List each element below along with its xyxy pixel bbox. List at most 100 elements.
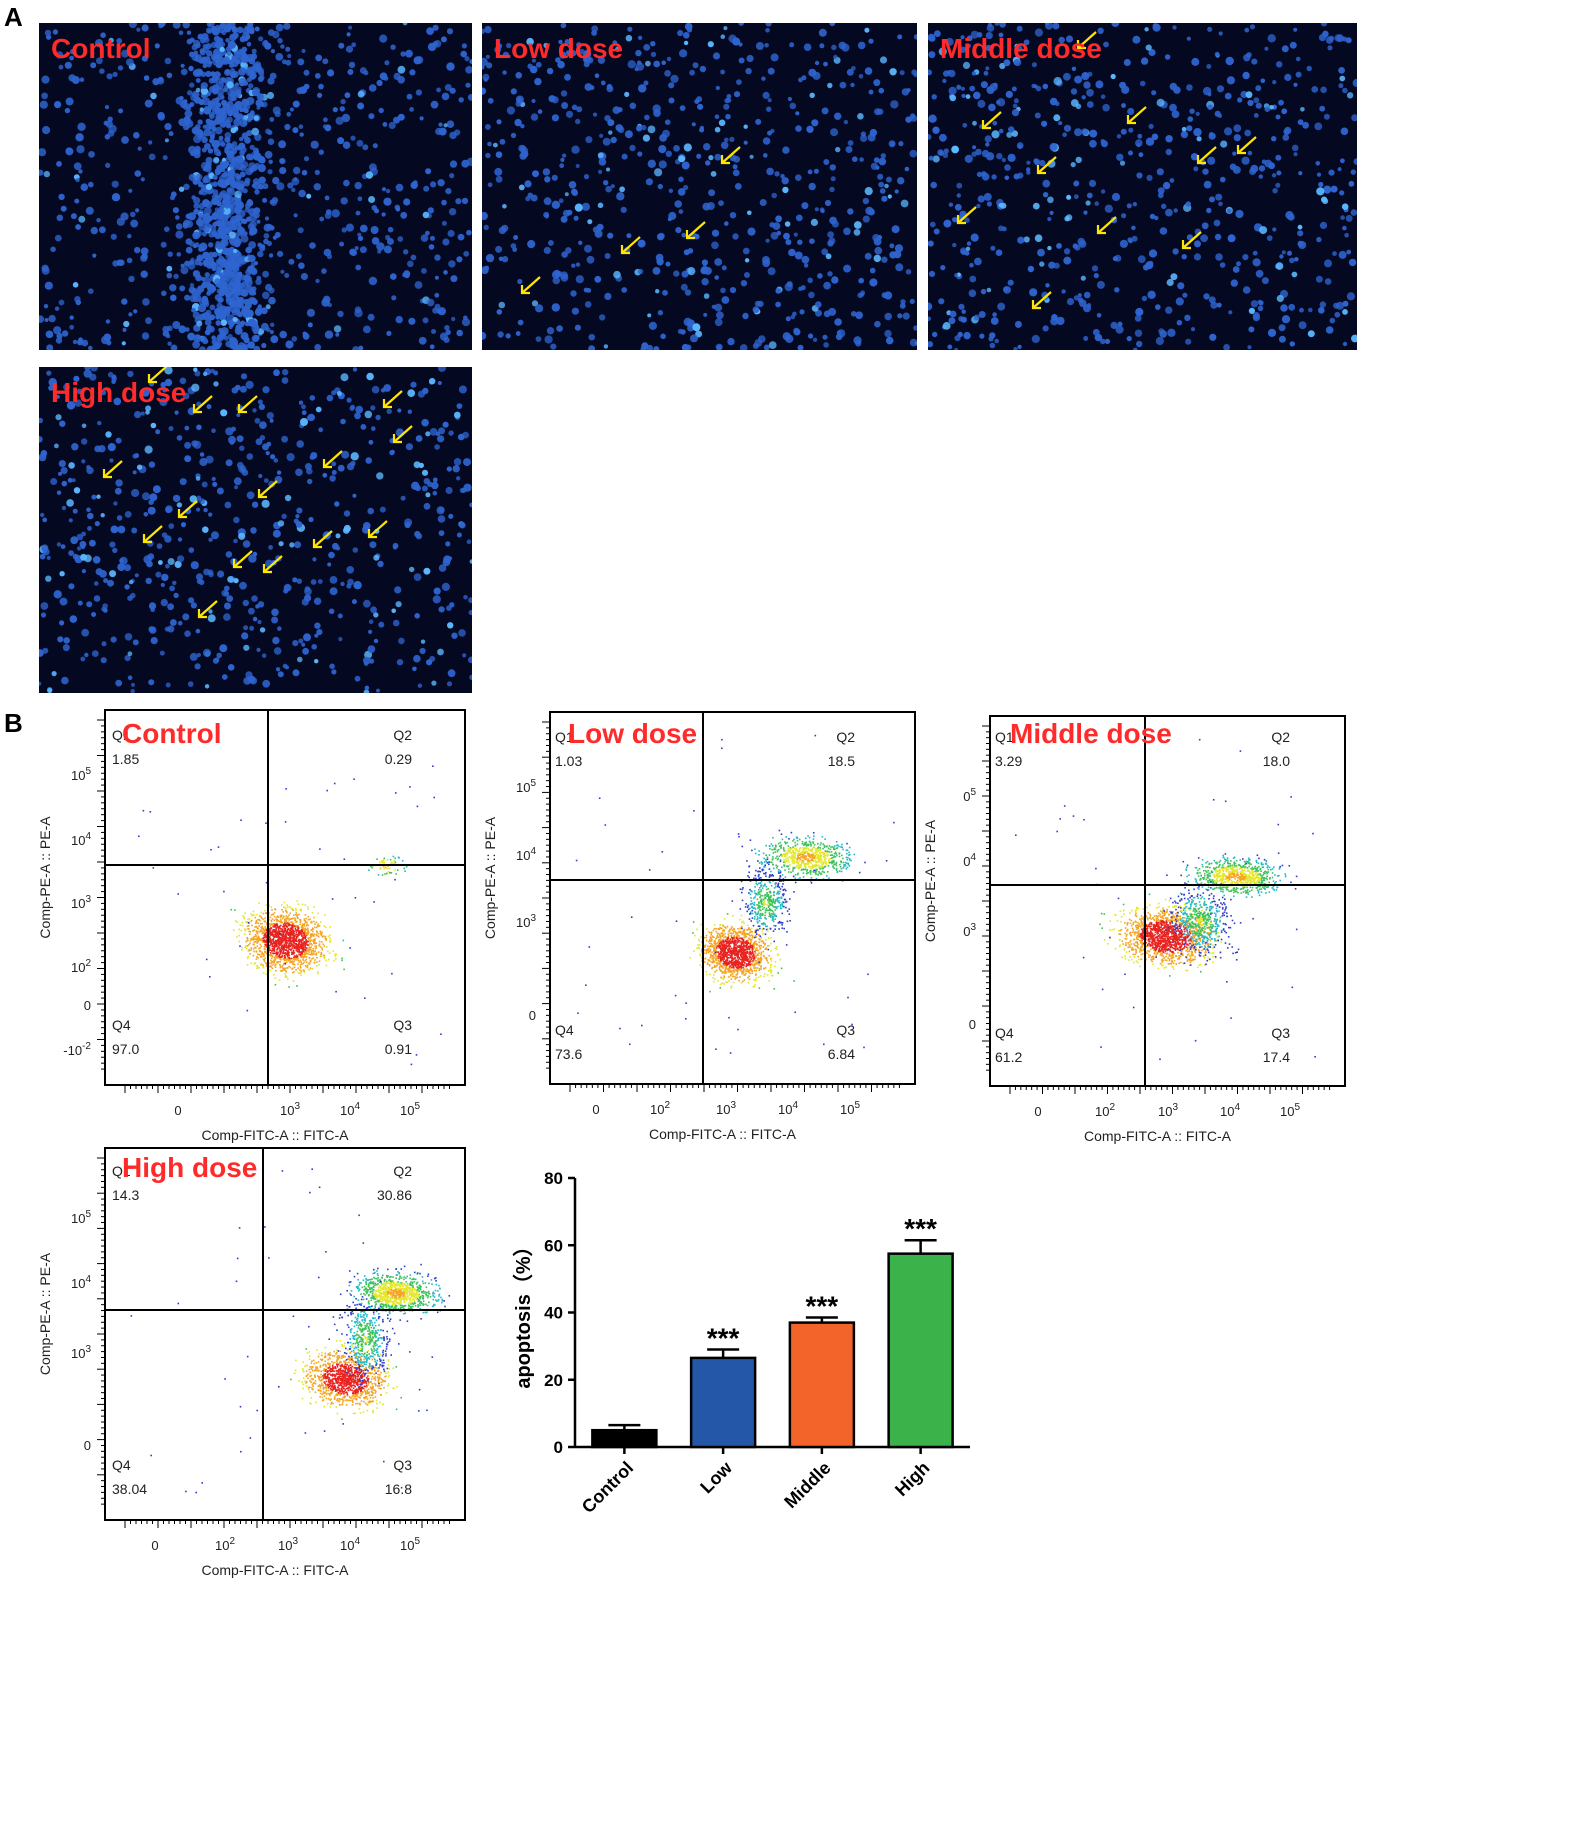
plot-frame (104, 709, 466, 1086)
micrograph-image (482, 23, 917, 350)
quadrant-name: Q3 (836, 1022, 855, 1038)
micrograph-middle-dose: Middle dose (928, 23, 1357, 350)
apoptotic-cell-arrow (1076, 31, 1097, 50)
quadrant-percent: 30.86 (377, 1187, 412, 1203)
significance-marker: *** (707, 1322, 740, 1353)
micrograph-label: Low dose (494, 33, 624, 64)
quadrant-name: Q1 (555, 729, 574, 745)
event-dots (575, 734, 895, 1054)
apoptotic-cell-arrow (1126, 106, 1147, 125)
micrograph-control: Control (39, 23, 472, 350)
y-tick-label: 60 (544, 1236, 563, 1255)
micrograph-label: High dose (51, 377, 187, 408)
x-tick-label: 104 (340, 1536, 360, 1553)
flow-plot-svg: Q1 3.29 Q2 18.0 Q3 17.4 Q4 61.2 0 102 103 104 105 05 0… (922, 715, 1346, 1144)
panel-letter-b: B (4, 708, 23, 738)
apoptotic-cell-arrow (142, 525, 163, 544)
quadrant-percent: 97.0 (112, 1041, 139, 1057)
flow-plot-title: Control (122, 718, 222, 749)
y-tick-label: 0 (554, 1438, 563, 1457)
apoptotic-cell-arrow (262, 555, 283, 574)
y-tick-label: 105 (71, 1209, 91, 1226)
significance-marker: *** (806, 1291, 839, 1322)
apoptotic-cell-arrow (1181, 231, 1202, 250)
micrograph-high-dose: High dose (39, 367, 472, 693)
apoptotic-cell-arrow (312, 530, 333, 549)
cell-nuclei (482, 23, 917, 350)
micrograph-image (39, 367, 472, 693)
quadrant-name: Q4 (112, 1457, 131, 1473)
quadrant-percent: 16.8 (385, 1481, 412, 1497)
quadrant-percent: 17.4 (1263, 1049, 1290, 1065)
quadrant-name: Q3 (1271, 1025, 1290, 1041)
flow-plot-middle-dose: Q1 3.29 Q2 18.0 Q3 17.4 Q4 61.2 0 102 103 104 105 05 0… (922, 700, 1360, 1145)
plot-frame (549, 711, 916, 1085)
y-tick-label: 80 (544, 1169, 563, 1188)
quadrant-name: Q4 (555, 1022, 574, 1038)
quadrant-percent: 38.04 (112, 1481, 147, 1497)
apoptotic-cell-arrow (520, 276, 541, 295)
x-tick-label: 105 (1280, 1102, 1300, 1119)
axis-ticks (97, 719, 450, 1093)
quadrant-percent: 3.29 (995, 753, 1022, 769)
y-tick-label: 105 (71, 766, 91, 783)
y-tick-label: 05 (963, 787, 976, 804)
apoptotic-cell-arrow (257, 480, 278, 499)
quadrant-name: Q1 (995, 729, 1014, 745)
apoptotic-cell-arrow (322, 450, 343, 469)
x-tick-label: 104 (340, 1101, 360, 1118)
y-tick-label: 20 (544, 1371, 563, 1390)
quadrant-name: Q1 (112, 727, 131, 743)
plot-frame (989, 715, 1346, 1087)
apoptotic-cell-arrow (685, 221, 706, 240)
y-tick-label: -10-2 (63, 1041, 91, 1058)
x-axis-label: Comp-FITC-A :: FITC-A (649, 1126, 797, 1142)
apoptotic-cell-arrow (620, 236, 641, 255)
bar-control (591, 1428, 658, 1449)
x-tick-label: 103 (278, 1536, 298, 1553)
y-tick-label: 0 (84, 1438, 91, 1453)
axis-ticks (97, 1157, 450, 1528)
quadrant-percent: 61.2 (995, 1049, 1022, 1065)
flow-plot-control: Q1 1.85 Q2 0.29 Q3 0.91 Q4 97.0 0 103 104 105 105 104… (0, 700, 480, 1145)
y-tick-label: 04 (963, 852, 976, 869)
apoptotic-cell-arrow (147, 367, 168, 384)
apoptotic-cell-arrow (1196, 146, 1217, 165)
x-tick-label: High (891, 1458, 933, 1500)
y-tick-label: 104 (516, 846, 536, 863)
quadrant-percent: 1.85 (112, 751, 139, 767)
micrograph-label: Control (51, 33, 151, 64)
y-tick-label: 103 (516, 913, 536, 930)
x-tick-label: 0 (174, 1103, 181, 1118)
x-tick-label: 102 (1095, 1102, 1115, 1119)
x-tick-label: 0 (151, 1538, 158, 1553)
y-tick-label: 0 (969, 1017, 976, 1032)
apoptotic-cell-arrow (197, 600, 218, 619)
apoptotic-cell-arrow (177, 500, 198, 519)
y-axis-label: Comp-PE-A :: PE-A (482, 816, 498, 939)
y-tick-label: 103 (71, 1344, 91, 1361)
bar-low (689, 1356, 757, 1449)
bar-middle (788, 1321, 856, 1449)
x-tick-label: Low (696, 1457, 736, 1497)
micrograph-label: Middle dose (940, 33, 1102, 64)
quadrant-name: Q4 (112, 1017, 131, 1033)
quadrant-percent: 14.3 (112, 1187, 139, 1203)
apoptotic-cell-arrow (237, 395, 258, 414)
x-tick-label: 104 (1220, 1102, 1240, 1119)
x-axis-label: Comp-FITC-A :: FITC-A (1084, 1128, 1232, 1144)
apoptosis-bar-chart: 0 20 40 60 80 apoptosis（%） Control *** Low *** Mid… (500, 1150, 1000, 1570)
micrograph-image (39, 23, 472, 350)
y-tick-label: 103 (71, 894, 91, 911)
apoptotic-cell-arrow (1031, 291, 1052, 310)
quadrant-name: Q2 (836, 729, 855, 745)
x-axis-label: Comp-FITC-A :: FITC-A (202, 1562, 350, 1578)
quadrant-percent: 6.84 (828, 1046, 855, 1062)
x-tick-label: 105 (840, 1100, 860, 1117)
flow-plot-title: Low dose (568, 718, 698, 749)
event-dots (1015, 738, 1316, 1060)
y-tick-label: 03 (963, 922, 976, 939)
flow-plot-svg: Q1 1.85 Q2 0.29 Q3 0.91 Q4 97.0 0 103 104 105 105 104… (37, 709, 466, 1143)
y-axis-label: Comp-PE-A :: PE-A (922, 819, 938, 942)
x-tick-label: 102 (650, 1100, 670, 1117)
